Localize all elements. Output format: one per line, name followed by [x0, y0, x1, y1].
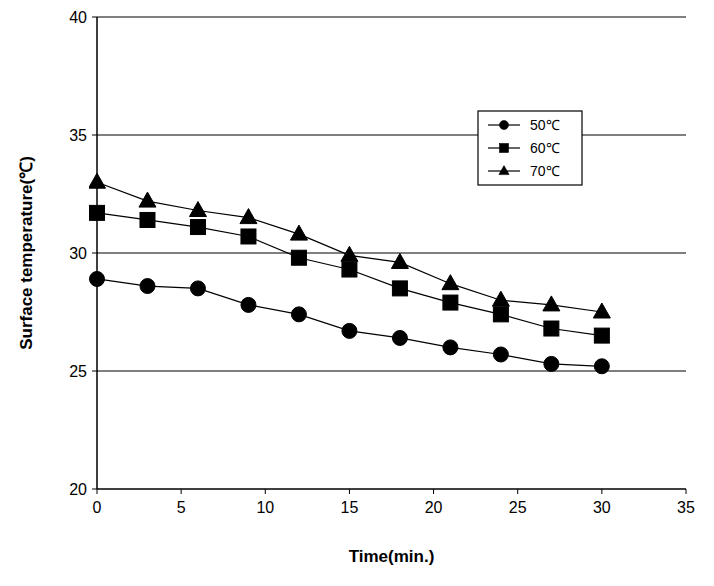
x-tick-label: 10 — [256, 499, 274, 516]
x-tick-label: 25 — [509, 499, 527, 516]
point — [90, 205, 105, 220]
series-line — [97, 213, 602, 336]
y-tick-label: 20 — [69, 481, 87, 498]
grid-line — [97, 253, 686, 254]
point — [241, 229, 256, 244]
point — [342, 323, 357, 338]
x-axis — [97, 488, 686, 490]
point — [342, 262, 357, 277]
point — [492, 291, 509, 306]
y-tick-label: 40 — [69, 9, 87, 26]
legend: 50℃ 60℃ 70℃ — [478, 111, 582, 185]
point — [290, 225, 307, 240]
series-line — [97, 279, 602, 366]
point — [493, 347, 508, 362]
point — [291, 307, 306, 322]
point — [341, 246, 358, 261]
point — [140, 212, 155, 227]
legend-marker — [500, 121, 509, 130]
legend-label: 60℃ — [530, 140, 560, 156]
point — [392, 281, 407, 296]
legend-marker — [499, 166, 509, 175]
point — [89, 173, 106, 188]
y-axis — [96, 17, 98, 489]
grid-line — [97, 135, 686, 136]
point — [594, 359, 609, 374]
point — [443, 340, 458, 355]
point — [443, 295, 458, 310]
point — [493, 307, 508, 322]
y-tick-label: 25 — [69, 363, 87, 380]
plot-area — [89, 173, 610, 374]
x-tick-label: 5 — [177, 499, 186, 516]
point — [391, 253, 408, 268]
point — [392, 330, 407, 345]
point — [544, 321, 559, 336]
point — [594, 328, 609, 343]
legend-box — [478, 111, 582, 185]
grid-line — [97, 17, 686, 18]
x-axis-label: Time(min.) — [349, 547, 435, 566]
x-tick-label: 20 — [425, 499, 443, 516]
point — [543, 296, 560, 311]
point — [442, 275, 459, 290]
legend-label: 70℃ — [530, 163, 560, 179]
y-tick-label: 35 — [69, 127, 87, 144]
point — [593, 303, 610, 318]
y-tick-label: 30 — [69, 245, 87, 262]
point — [189, 202, 206, 217]
point — [240, 209, 257, 224]
point — [140, 279, 155, 294]
legend-label: 50℃ — [530, 117, 560, 133]
chart: 20 25 30 35 40 0 5 10 15 20 25 30 35 Time(min.) Surfac… — [0, 0, 714, 586]
point — [241, 297, 256, 312]
legend-marker — [500, 144, 509, 153]
point — [544, 356, 559, 371]
series-line — [97, 182, 602, 312]
x-tick-label: 15 — [341, 499, 359, 516]
point — [291, 250, 306, 265]
x-tick-label: 0 — [93, 499, 102, 516]
y-axis-label: Surface temperature(℃) — [17, 156, 36, 350]
point — [90, 271, 105, 286]
point — [190, 220, 205, 235]
point — [190, 281, 205, 296]
x-tick-label: 30 — [593, 499, 611, 516]
x-tick-label: 35 — [677, 499, 695, 516]
point — [139, 192, 156, 207]
